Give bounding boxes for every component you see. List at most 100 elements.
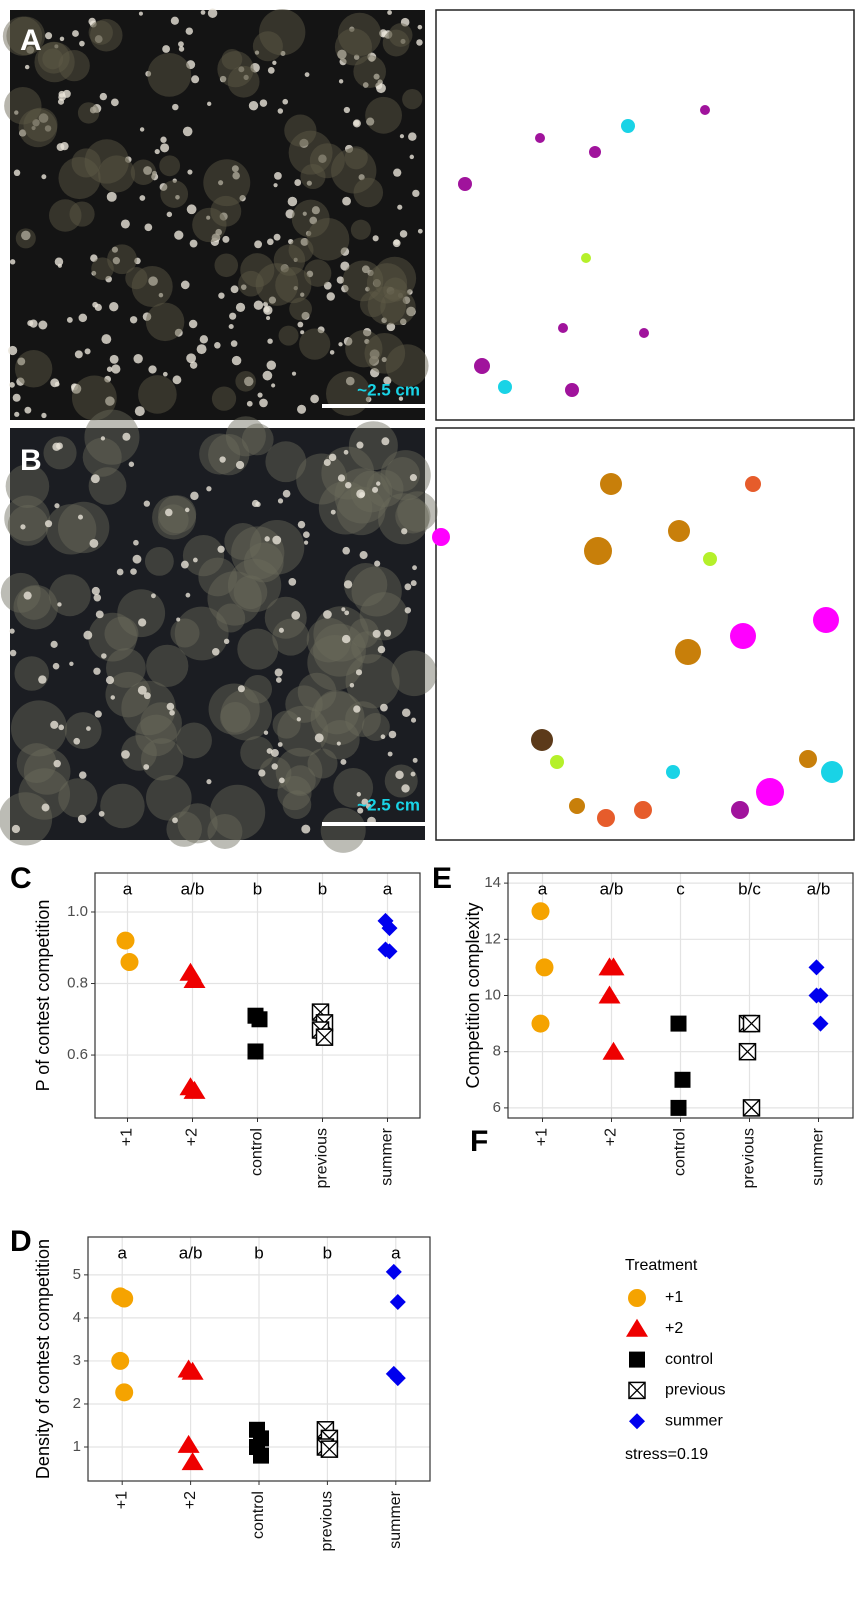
texture <box>9 629 14 634</box>
texture <box>179 46 184 51</box>
texture <box>310 394 319 403</box>
texture <box>339 79 343 83</box>
texture <box>373 235 379 241</box>
texture <box>229 324 234 329</box>
point <box>532 902 550 920</box>
texture <box>148 365 156 373</box>
texture <box>400 134 404 138</box>
texture <box>373 630 381 638</box>
texture <box>173 375 182 384</box>
texture <box>224 639 229 644</box>
blob <box>821 761 843 783</box>
texture <box>46 504 96 554</box>
point <box>629 1413 645 1429</box>
texture <box>217 546 224 553</box>
texture <box>174 230 183 239</box>
y-tick-label: 1.0 <box>67 903 88 920</box>
texture <box>279 326 299 346</box>
y-axis-label: P of contest competition <box>33 900 53 1092</box>
texture <box>139 12 143 16</box>
texture <box>291 611 300 620</box>
texture <box>388 752 393 757</box>
texture <box>25 65 29 69</box>
blob <box>813 607 839 633</box>
texture <box>183 127 193 137</box>
texture <box>298 521 305 528</box>
texture <box>242 424 274 456</box>
point <box>671 1100 687 1116</box>
texture <box>353 55 386 88</box>
texture <box>172 817 178 823</box>
texture <box>145 547 174 576</box>
panel-label: F <box>470 1125 488 1158</box>
texture <box>273 711 301 739</box>
texture <box>288 197 298 207</box>
texture <box>331 510 336 515</box>
texture <box>50 378 59 387</box>
texture <box>178 803 218 843</box>
texture <box>27 320 33 326</box>
texture <box>289 298 312 321</box>
texture <box>257 392 262 397</box>
texture <box>350 683 354 687</box>
texture <box>138 618 146 626</box>
texture <box>344 450 349 455</box>
texture <box>167 212 172 217</box>
texture <box>89 539 98 548</box>
texture <box>402 709 411 718</box>
texture <box>356 489 365 498</box>
texture <box>121 750 130 759</box>
texture <box>231 285 239 293</box>
texture <box>413 758 418 763</box>
texture <box>360 551 368 559</box>
texture <box>49 199 82 232</box>
blob <box>745 476 761 492</box>
significance-letter: a/b <box>600 879 624 898</box>
texture <box>278 498 283 503</box>
texture <box>140 127 144 131</box>
texture <box>208 8 217 17</box>
texture <box>155 149 160 154</box>
texture <box>288 578 296 586</box>
texture <box>55 258 63 266</box>
texture <box>329 454 337 462</box>
blob <box>474 358 490 374</box>
texture <box>352 566 402 616</box>
texture <box>95 711 102 718</box>
texture <box>418 229 423 234</box>
point <box>252 1011 268 1027</box>
texture <box>79 314 88 323</box>
texture <box>393 239 401 247</box>
texture <box>1 573 41 613</box>
texture <box>190 492 198 500</box>
texture <box>275 669 283 677</box>
texture <box>268 67 275 74</box>
texture <box>218 292 224 298</box>
texture <box>101 334 111 344</box>
texture <box>24 748 71 795</box>
texture <box>190 361 197 368</box>
y-tick-label: 12 <box>484 930 501 947</box>
texture <box>51 641 58 648</box>
texture <box>38 321 47 330</box>
texture <box>276 677 282 683</box>
texture <box>11 700 67 756</box>
texture <box>132 266 173 307</box>
texture <box>78 515 83 520</box>
texture <box>160 143 169 152</box>
blob <box>550 755 564 769</box>
texture <box>23 108 57 142</box>
texture <box>342 197 351 206</box>
texture <box>393 169 401 177</box>
texture <box>75 350 83 358</box>
texture <box>249 101 258 110</box>
blob <box>703 552 717 566</box>
texture <box>144 692 151 699</box>
texture <box>404 583 411 590</box>
texture <box>138 375 177 414</box>
y-tick-label: 5 <box>73 1266 81 1283</box>
y-axis-label: Density of contest competition <box>33 1239 53 1479</box>
texture <box>238 685 245 692</box>
texture <box>411 772 416 777</box>
texture <box>59 91 66 98</box>
